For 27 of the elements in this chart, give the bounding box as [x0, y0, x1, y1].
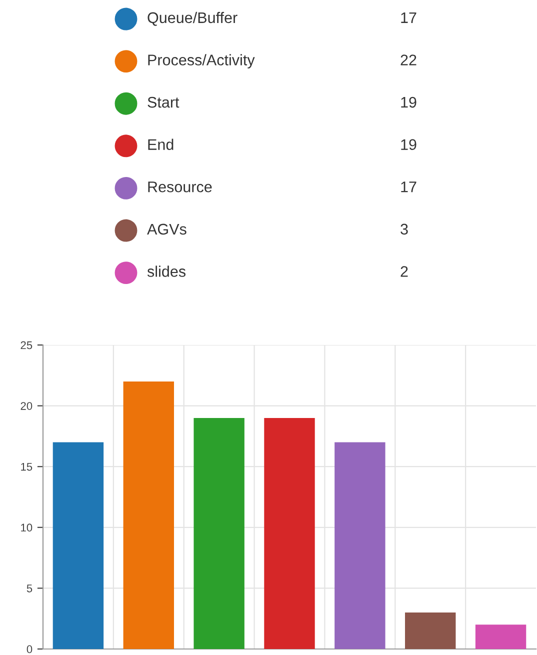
data-label: 2 — [400, 266, 408, 277]
data-label: 17 — [401, 182, 416, 192]
category-label: AGVs — [147, 224, 186, 235]
data-label: 22 — [400, 54, 416, 66]
y-tick-label: 15 — [21, 462, 32, 471]
bar — [52, 442, 104, 649]
y-tick-label: 10 — [21, 524, 32, 532]
y-tick-label: 20 — [20, 402, 32, 410]
bar — [194, 418, 244, 649]
y-tick-label: 0 — [26, 645, 32, 654]
category-label: Queue/Buffer — [148, 12, 238, 26]
bar — [334, 442, 386, 649]
category-label: Resource — [148, 182, 212, 192]
category-label: End — [148, 138, 174, 150]
data-label: 19 — [401, 96, 416, 108]
y-tick-label: 5 — [26, 584, 32, 592]
data-label: 3 — [400, 224, 408, 235]
y-tick-label: 25 — [20, 341, 32, 350]
bar — [123, 381, 174, 649]
data-label: 19 — [401, 139, 416, 150]
data-label: 17 — [401, 12, 416, 23]
category-label: Start — [148, 96, 180, 108]
bar — [264, 418, 315, 649]
category-label: Process/Activity — [148, 54, 255, 68]
category-label: slides — [147, 266, 186, 277]
bar — [475, 624, 526, 649]
bar — [405, 612, 456, 649]
